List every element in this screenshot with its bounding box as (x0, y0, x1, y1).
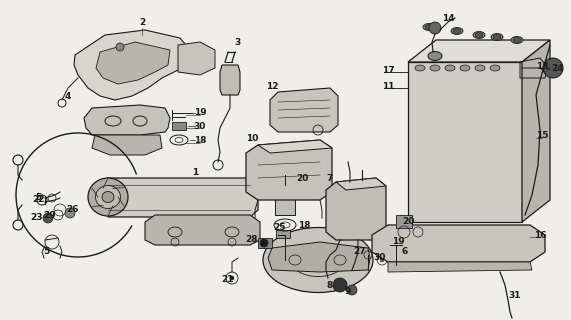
Text: 16: 16 (534, 230, 546, 239)
Text: 25: 25 (274, 223, 286, 233)
Ellipse shape (473, 31, 485, 38)
Ellipse shape (475, 33, 483, 37)
Text: 26: 26 (66, 205, 78, 214)
Polygon shape (84, 105, 170, 135)
Text: 31: 31 (509, 291, 521, 300)
Text: 8: 8 (327, 281, 333, 290)
Text: 5: 5 (43, 247, 49, 257)
Ellipse shape (513, 37, 521, 43)
Ellipse shape (490, 65, 500, 71)
Polygon shape (92, 135, 162, 155)
Circle shape (65, 208, 75, 218)
Polygon shape (108, 178, 258, 217)
Polygon shape (74, 30, 190, 100)
Text: 17: 17 (381, 66, 395, 75)
Polygon shape (258, 238, 272, 248)
Circle shape (333, 278, 347, 292)
Circle shape (543, 58, 563, 78)
Ellipse shape (493, 35, 501, 39)
Ellipse shape (425, 25, 433, 29)
Polygon shape (178, 42, 215, 75)
Circle shape (429, 22, 441, 34)
Text: 4: 4 (65, 92, 71, 100)
Text: 20: 20 (296, 173, 308, 182)
Polygon shape (268, 242, 370, 272)
Circle shape (43, 213, 53, 223)
Text: 22: 22 (32, 196, 44, 204)
Polygon shape (220, 65, 240, 95)
Polygon shape (390, 228, 405, 242)
Polygon shape (336, 178, 386, 190)
Text: 29: 29 (44, 211, 57, 220)
Ellipse shape (430, 65, 440, 71)
Text: 7: 7 (327, 173, 333, 182)
Text: 30: 30 (374, 253, 386, 262)
Text: 18: 18 (194, 135, 206, 145)
Ellipse shape (511, 36, 523, 44)
Ellipse shape (475, 65, 485, 71)
Text: 19: 19 (392, 237, 404, 246)
Text: 1: 1 (192, 167, 198, 177)
Polygon shape (326, 178, 386, 240)
Text: 27: 27 (353, 247, 367, 257)
Circle shape (347, 285, 357, 295)
Polygon shape (145, 215, 260, 245)
Text: 30: 30 (194, 122, 206, 131)
Polygon shape (408, 62, 522, 222)
Polygon shape (408, 40, 550, 62)
Text: 28: 28 (246, 236, 258, 244)
Circle shape (230, 276, 234, 280)
Ellipse shape (460, 65, 470, 71)
Ellipse shape (95, 186, 120, 209)
Text: 24: 24 (552, 63, 564, 73)
Polygon shape (96, 42, 170, 84)
Ellipse shape (423, 23, 435, 30)
Circle shape (116, 43, 124, 51)
Circle shape (260, 239, 268, 247)
Polygon shape (172, 122, 186, 130)
Polygon shape (396, 215, 412, 228)
Text: 10: 10 (246, 133, 258, 142)
Text: 9: 9 (345, 287, 351, 297)
Polygon shape (270, 88, 338, 132)
Text: 15: 15 (536, 131, 548, 140)
Ellipse shape (453, 28, 461, 34)
Text: 12: 12 (266, 82, 278, 91)
Ellipse shape (451, 28, 463, 35)
Ellipse shape (263, 228, 373, 292)
Polygon shape (276, 230, 290, 238)
Text: 2: 2 (139, 18, 145, 27)
Polygon shape (372, 225, 545, 262)
Polygon shape (258, 140, 332, 153)
Polygon shape (522, 40, 550, 222)
Ellipse shape (428, 52, 442, 60)
Polygon shape (388, 262, 532, 272)
Text: 23: 23 (30, 213, 42, 222)
Ellipse shape (491, 34, 503, 41)
Text: 20: 20 (402, 218, 414, 227)
Polygon shape (246, 140, 332, 200)
Text: 18: 18 (297, 220, 310, 229)
Text: 13: 13 (536, 61, 548, 70)
Text: 19: 19 (194, 108, 206, 116)
Ellipse shape (88, 178, 128, 216)
Text: 21: 21 (222, 276, 234, 284)
Text: 11: 11 (382, 82, 394, 91)
Text: 14: 14 (442, 13, 455, 22)
Text: 5: 5 (35, 194, 41, 203)
Circle shape (380, 258, 384, 262)
Polygon shape (275, 185, 295, 215)
Ellipse shape (415, 65, 425, 71)
Ellipse shape (445, 65, 455, 71)
Text: 6: 6 (402, 247, 408, 257)
Ellipse shape (102, 191, 114, 203)
Text: 3: 3 (235, 37, 241, 46)
